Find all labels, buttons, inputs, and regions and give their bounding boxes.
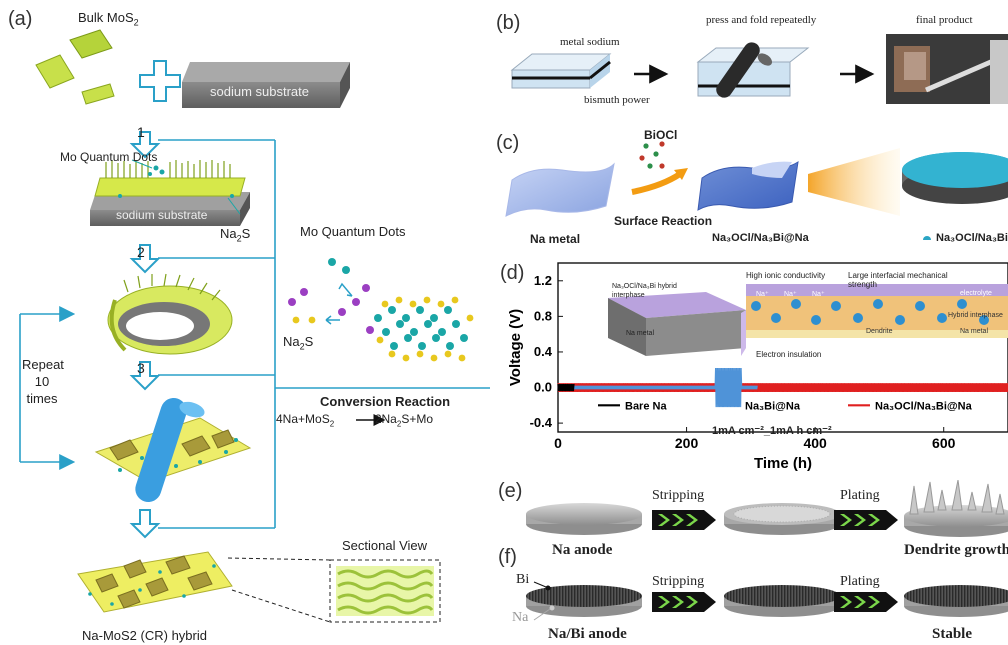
inset-graphics [608, 284, 1008, 356]
panel-e-letter: (e) [498, 480, 523, 502]
panel-e-graphics [526, 480, 1008, 537]
y-tick-label: 0.0 [534, 380, 552, 395]
na-metal-label: Na metal [530, 232, 581, 246]
connector-lines [158, 139, 490, 529]
legend-label: Na₃OCl/Na₃Bi [936, 232, 1008, 244]
voltage-chart: -0.4 0.0 0.4 0.8 1.2 0 200 400 600 Time (h) Voltag… [507, 262, 1008, 472]
legend-label: Na₃OCl/Na₃Bi@Na [875, 400, 973, 412]
panel-c-graphics [505, 141, 1008, 240]
mo-qd-structure [288, 258, 474, 362]
na2s-label: Na2S [220, 226, 251, 244]
inset-dendrite: Dendrite [866, 328, 893, 335]
bulk-mos2-flakes [35, 29, 115, 105]
chevron-arrow-f1 [652, 592, 716, 612]
series-line [557, 383, 1008, 393]
na-bi-anode-label: Na/Bi anode [548, 626, 627, 642]
mo-qd-label: Mo Quantum Dots [60, 150, 158, 164]
series-line [557, 367, 758, 408]
inset-na-plus-2: Na⁺ [784, 291, 797, 298]
rolled-sheet [107, 273, 233, 355]
plus-icon [139, 60, 181, 102]
panel-a-graphics [19, 29, 490, 623]
conversion-equation: 4Na+MoS2 2Na2S+Mo [276, 412, 433, 429]
stable-label: Stable [932, 626, 973, 642]
substrate-label: sodium substrate [210, 84, 309, 99]
y-tick-label: -0.4 [530, 415, 553, 430]
press-fold-label: press and fold repeatedly [706, 14, 817, 26]
panel-f-graphics [526, 581, 1008, 621]
stripping-e-label: Stripping [652, 488, 705, 503]
final-product-label: final product [916, 14, 973, 26]
mo-qd-label-2: Mo Quantum Dots [300, 224, 406, 239]
stripping-f-label: Stripping [652, 574, 705, 589]
panel-d-letter: (d) [500, 262, 525, 284]
panel-b-letter: (b) [496, 12, 521, 34]
x-tick-label: 400 [803, 435, 827, 451]
chart-inset [596, 268, 1008, 366]
inset-na-plus-3: Na⁺ [812, 291, 825, 298]
x-tick-label: 600 [932, 435, 956, 451]
bismuth-power-label: bismuth power [584, 94, 650, 106]
substrate-label-2: sodium substrate [116, 208, 208, 222]
step-3-label: 3 [137, 360, 145, 376]
chevron-arrow-e2 [834, 510, 898, 530]
inset-electron-insulation: Electron insulation [756, 350, 822, 359]
chevron-arrow-f2 [834, 592, 898, 612]
repeat-word: Repeat [22, 357, 64, 372]
legend-label: Na₃Bi@Na [745, 400, 801, 412]
y-axis-label: Voltage (V) [507, 309, 524, 386]
x-axis-label: Time (h) [754, 455, 812, 472]
roller-press [94, 398, 252, 502]
conversion-title: Conversion Reaction [320, 394, 451, 409]
inset-hybrid-interphase: Hybrid interphase [948, 312, 1003, 319]
chevron-arrow-e1 [652, 510, 716, 530]
dendrite-growth-label: Dendrite growth [904, 542, 1008, 558]
repeat-loop [19, 306, 76, 470]
panel-c-letter: (c) [496, 132, 520, 154]
x-tick-label: 200 [675, 435, 699, 451]
bi-label: Bi [516, 572, 530, 587]
panel-f-letter: (f) [498, 546, 517, 568]
inset-na-metal-2: Na metal [960, 328, 989, 335]
panel-a-letter: (a) [8, 8, 33, 30]
sectional-view-label: Sectional View [342, 538, 428, 553]
step-1-label: 1 [137, 124, 145, 140]
inset-na-metal: Na metal [626, 330, 655, 337]
step-2-label: 2 [137, 244, 145, 260]
y-tick-label: 1.2 [534, 273, 552, 288]
hybrid-sheet [77, 551, 233, 613]
inset-electrolyte: electrolyte [960, 290, 992, 297]
repeat-label: Repeat 10 times [22, 356, 64, 407]
coated-label: Na₃OCl/Na₃Bi@Na [712, 232, 809, 244]
biocl-label: BiOCl [644, 128, 678, 142]
inset-high-ionic: High ionic conductivity [746, 271, 826, 280]
series-line [557, 383, 575, 392]
repeat-times: times [26, 391, 58, 406]
inset-large-strength: Large interfacial mechanical strength [848, 271, 948, 289]
surface-reaction-label: Surface Reaction [614, 214, 713, 228]
y-tick-label: 0.8 [534, 308, 552, 323]
legend-label: Bare Na [625, 400, 667, 412]
chart-condition: 1mA cm⁻²_1mA h cm⁻² [712, 425, 832, 437]
na2s-label-2: Na2S [283, 334, 314, 352]
na-anode-label: Na anode [552, 542, 613, 558]
bulk-mos2-label: Bulk MoS2 [78, 10, 139, 28]
substrate-with-mos2 [90, 160, 250, 226]
sectional-view-box [227, 557, 441, 623]
plating-f-label: Plating [840, 574, 880, 589]
hybrid-label: Na-MoS2 (CR) hybrid [82, 628, 207, 643]
panel-b-graphics [510, 34, 1008, 104]
metal-sodium-label: metal sodium [560, 36, 620, 48]
flow-arrows [129, 131, 161, 539]
plating-e-label: Plating [840, 488, 880, 503]
y-tick-label: 0.4 [534, 344, 553, 359]
sodium-substrate [182, 62, 350, 82]
inset-na-plus-1: Na⁺ [756, 291, 769, 298]
repeat-count: 10 [34, 374, 50, 389]
inset-hybrid-label: Na₃OCl/Na₃Bi hybrid interphase [612, 283, 677, 299]
na-label: Na [512, 610, 529, 625]
x-tick-label: 0 [554, 435, 562, 451]
plot-frame [557, 262, 1008, 433]
